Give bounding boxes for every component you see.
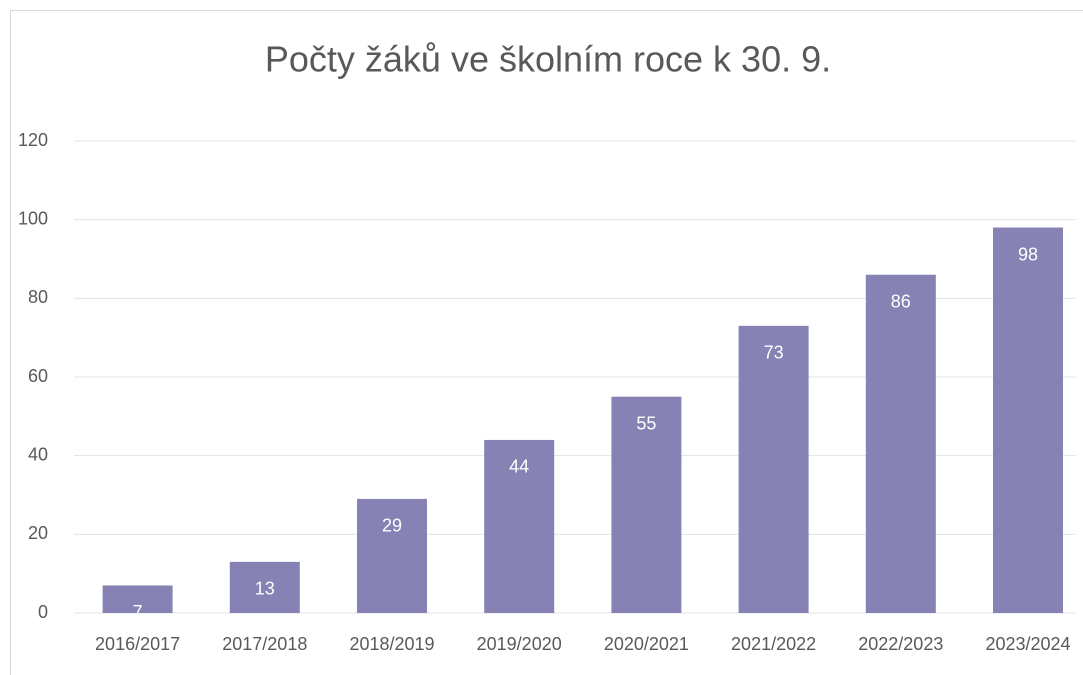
bar bbox=[102, 585, 173, 613]
x-tick-label: 2021/2022 bbox=[731, 634, 816, 654]
bar bbox=[357, 498, 427, 613]
x-tick-label: 2023/2024 bbox=[985, 634, 1070, 654]
data-label: 29 bbox=[382, 516, 402, 536]
data-label: 86 bbox=[891, 291, 911, 311]
x-tick-label: 2022/2023 bbox=[858, 634, 943, 654]
bar bbox=[229, 561, 300, 613]
x-tick-label: 2018/2019 bbox=[349, 634, 434, 654]
data-label: 73 bbox=[764, 343, 784, 363]
bar bbox=[738, 325, 809, 613]
data-label: 98 bbox=[1018, 244, 1038, 264]
bar bbox=[865, 274, 936, 613]
y-tick-label: 40 bbox=[28, 444, 48, 464]
y-tick-label: 100 bbox=[18, 208, 48, 228]
y-tick-label: 60 bbox=[28, 366, 48, 386]
x-tick-label: 2019/2020 bbox=[477, 634, 562, 654]
bar bbox=[611, 396, 682, 613]
bar bbox=[993, 227, 1063, 614]
y-tick-label: 120 bbox=[18, 130, 48, 150]
x-tick-label: 2016/2017 bbox=[95, 634, 180, 654]
chart-border bbox=[10, 10, 1083, 675]
data-label: 55 bbox=[636, 413, 656, 433]
x-tick-label: 2020/2021 bbox=[604, 634, 689, 654]
data-label: 7 bbox=[133, 602, 143, 622]
y-tick-label: 20 bbox=[28, 523, 48, 543]
chart-title: Počty žáků ve školním roce k 30. 9. bbox=[265, 39, 831, 80]
bar bbox=[484, 439, 555, 613]
data-label: 13 bbox=[255, 579, 275, 599]
y-tick-label: 0 bbox=[38, 602, 48, 622]
data-label: 44 bbox=[509, 457, 529, 477]
x-tick-label: 2017/2018 bbox=[222, 634, 307, 654]
y-tick-label: 80 bbox=[28, 287, 48, 307]
